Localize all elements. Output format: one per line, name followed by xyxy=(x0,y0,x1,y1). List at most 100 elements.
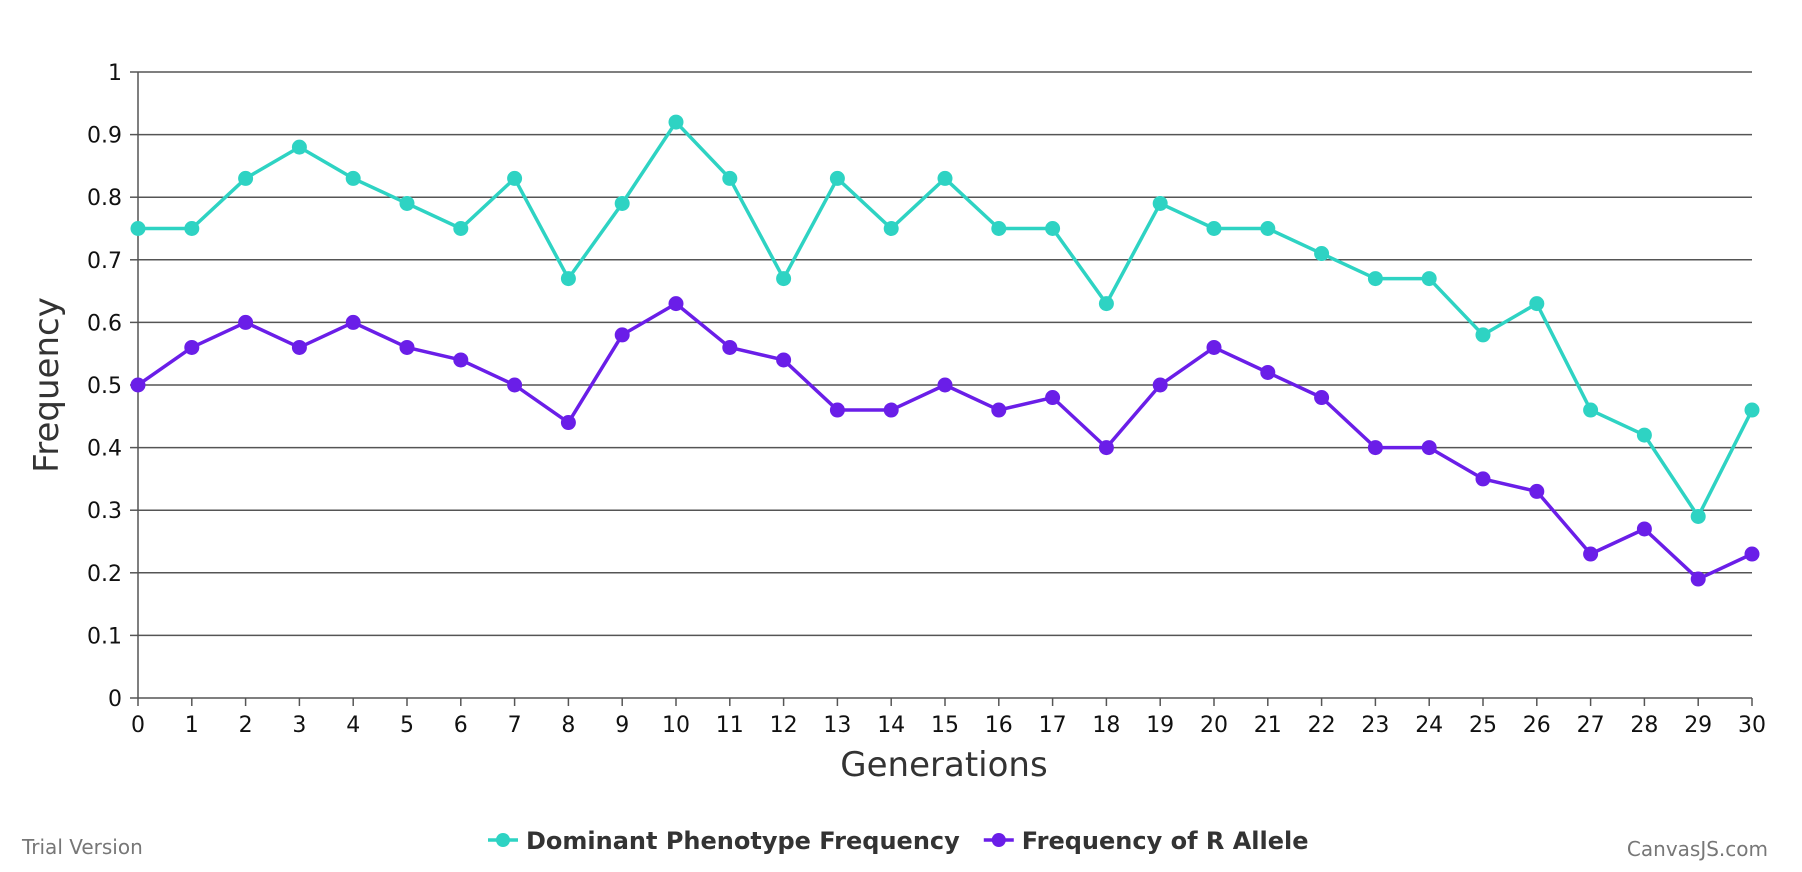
data-point-s0-5[interactable] xyxy=(399,195,415,211)
data-point-s1-18[interactable] xyxy=(1098,440,1114,456)
y-tick-label-5: 0.5 xyxy=(87,374,122,399)
x-tick-label-2: 2 xyxy=(239,713,253,738)
data-point-s1-3[interactable] xyxy=(291,339,307,355)
data-point-s1-19[interactable] xyxy=(1152,377,1168,393)
x-tick-label-15: 15 xyxy=(931,713,959,738)
data-point-s0-29[interactable] xyxy=(1690,508,1706,524)
x-tick-label-17: 17 xyxy=(1039,713,1067,738)
data-point-s1-20[interactable] xyxy=(1206,339,1222,355)
y-tick-label-3: 0.3 xyxy=(87,499,122,524)
data-point-s0-22[interactable] xyxy=(1314,246,1330,262)
data-point-s1-0[interactable] xyxy=(130,377,146,393)
data-point-s0-28[interactable] xyxy=(1636,427,1652,443)
data-point-s0-1[interactable] xyxy=(184,221,200,236)
y-tick-label-4: 0.4 xyxy=(87,437,122,462)
data-point-s0-2[interactable] xyxy=(238,170,254,186)
x-tick-label-23: 23 xyxy=(1361,713,1389,738)
data-point-s1-15[interactable] xyxy=(937,377,953,393)
data-point-s1-4[interactable] xyxy=(345,314,361,330)
data-point-s0-21[interactable] xyxy=(1260,221,1276,236)
data-point-s1-5[interactable] xyxy=(399,339,415,355)
legend: Dominant Phenotype Frequency Frequency of… xyxy=(488,827,1309,855)
data-point-s0-7[interactable] xyxy=(507,170,523,186)
data-point-s1-27[interactable] xyxy=(1583,546,1599,562)
data-point-s0-6[interactable] xyxy=(453,221,469,236)
y-tick-label-8: 0.8 xyxy=(87,186,122,211)
data-point-s0-0[interactable] xyxy=(130,221,146,236)
data-point-s0-9[interactable] xyxy=(614,195,630,211)
data-point-s0-23[interactable] xyxy=(1367,271,1383,287)
trial-version-watermark: Trial Version xyxy=(21,835,143,859)
data-point-s1-12[interactable] xyxy=(776,352,792,368)
data-point-s1-30[interactable] xyxy=(1744,546,1760,562)
data-point-s1-25[interactable] xyxy=(1475,471,1491,487)
data-point-s0-15[interactable] xyxy=(937,170,953,186)
data-point-s0-12[interactable] xyxy=(776,271,792,287)
x-tick-label-25: 25 xyxy=(1469,713,1497,738)
x-tick-label-19: 19 xyxy=(1146,713,1174,738)
data-point-s0-13[interactable] xyxy=(829,170,845,186)
data-point-s0-27[interactable] xyxy=(1583,402,1599,418)
data-point-s0-25[interactable] xyxy=(1475,327,1491,343)
series-line-1 xyxy=(136,301,1753,581)
canvasjs-watermark[interactable]: CanvasJS.com xyxy=(1627,837,1768,861)
data-point-s0-16[interactable] xyxy=(991,221,1007,236)
data-point-s1-29[interactable] xyxy=(1690,571,1706,587)
y-tick-label-9: 0.9 xyxy=(87,124,122,149)
x-tick-label-7: 7 xyxy=(508,713,522,738)
data-point-s1-28[interactable] xyxy=(1636,521,1652,537)
gridlines xyxy=(138,71,1752,637)
data-point-s0-11[interactable] xyxy=(722,170,738,186)
data-point-s0-8[interactable] xyxy=(560,271,576,287)
x-tick-label-9: 9 xyxy=(615,713,629,738)
legend-item-1[interactable]: Frequency of R Allele xyxy=(983,827,1309,855)
legend-marker-0 xyxy=(496,833,510,847)
x-tick-label-10: 10 xyxy=(662,713,690,738)
data-point-s1-11[interactable] xyxy=(722,339,738,355)
x-tick-label-4: 4 xyxy=(346,713,360,738)
x-tick-label-12: 12 xyxy=(770,713,798,738)
data-point-s0-26[interactable] xyxy=(1529,296,1545,312)
data-point-s1-17[interactable] xyxy=(1045,390,1061,406)
data-point-s1-10[interactable] xyxy=(668,296,684,312)
data-point-s0-30[interactable] xyxy=(1744,402,1760,418)
x-tick-label-6: 6 xyxy=(454,713,468,738)
data-point-s1-26[interactable] xyxy=(1529,483,1545,499)
data-point-s1-9[interactable] xyxy=(614,327,630,343)
data-point-s1-16[interactable] xyxy=(991,402,1007,418)
data-point-s1-24[interactable] xyxy=(1421,440,1437,456)
data-point-s0-24[interactable] xyxy=(1421,271,1437,287)
data-point-s1-7[interactable] xyxy=(507,377,523,393)
legend-item-0[interactable]: Dominant Phenotype Frequency xyxy=(488,827,960,855)
data-point-s0-10[interactable] xyxy=(668,114,684,130)
x-tick-label-13: 13 xyxy=(823,713,851,738)
axes: 00.10.20.30.40.50.60.70.80.910 1 2 3 4 5 6 7 8 9 1… xyxy=(87,61,1766,738)
data-point-s0-18[interactable] xyxy=(1098,296,1114,312)
x-tick-label-21: 21 xyxy=(1254,713,1282,738)
data-point-s1-1[interactable] xyxy=(184,339,200,355)
data-point-s1-22[interactable] xyxy=(1314,390,1330,406)
data-point-s1-13[interactable] xyxy=(829,402,845,418)
data-point-s0-3[interactable] xyxy=(291,139,307,155)
x-tick-label-8: 8 xyxy=(561,713,575,738)
legend-marker-1 xyxy=(991,833,1006,847)
y-axis-title: Frequency xyxy=(27,297,67,473)
data-point-s0-14[interactable] xyxy=(883,221,899,236)
data-point-s1-6[interactable] xyxy=(453,352,469,368)
data-point-s1-8[interactable] xyxy=(560,415,576,431)
data-point-s0-4[interactable] xyxy=(345,170,361,186)
data-point-s0-19[interactable] xyxy=(1152,195,1168,211)
x-tick-label-11: 11 xyxy=(716,713,744,738)
data-point-s1-2[interactable] xyxy=(238,314,254,330)
data-point-s0-20[interactable] xyxy=(1206,221,1222,236)
x-tick-label-18: 18 xyxy=(1092,713,1120,738)
data-point-s1-23[interactable] xyxy=(1367,440,1383,456)
x-tick-label-16: 16 xyxy=(985,713,1013,738)
legend-label-1: Frequency of R Allele xyxy=(1022,827,1309,855)
x-tick-label-0: 0 xyxy=(131,713,145,738)
data-point-s1-21[interactable] xyxy=(1260,364,1276,380)
x-tick-label-24: 24 xyxy=(1415,713,1443,738)
data-point-s0-17[interactable] xyxy=(1045,221,1061,236)
data-point-s1-14[interactable] xyxy=(883,402,899,418)
y-tick-label-1: 0.1 xyxy=(87,624,122,649)
